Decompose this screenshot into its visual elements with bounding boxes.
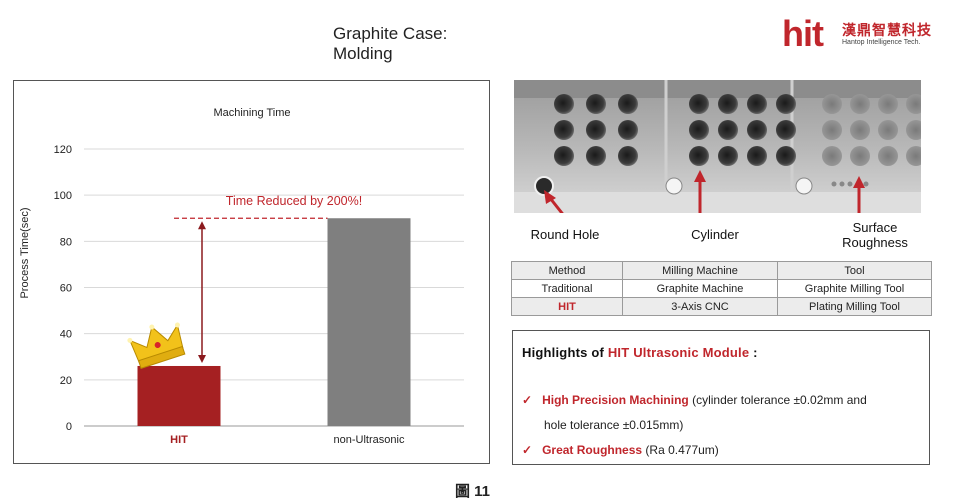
table-cell: 3-Axis CNC: [622, 297, 778, 316]
table-cell: Traditional: [511, 279, 623, 298]
page-title: Graphite Case: Molding: [333, 24, 447, 64]
y-axis-label: Process Time(sec): [19, 207, 31, 298]
table-cell: Plating Milling Tool: [777, 297, 932, 316]
table-header-cell: Milling Machine: [622, 261, 778, 280]
y-tick-label: 0: [66, 421, 72, 433]
chart-canvas: 0 20 40 60 80 100 120 HIT non-Ultrasonic Machini…: [19, 107, 464, 446]
highlight-item-roughness: ✓ Great Roughness (Ra 0.477um): [522, 443, 719, 457]
graphite-workpiece-photo: [514, 80, 921, 213]
cylinder-label: Cylinder: [691, 227, 739, 242]
y-tick-label: 40: [60, 329, 72, 341]
x-tick-label: HIT: [170, 434, 188, 446]
logo-mark: hit: [782, 13, 824, 54]
title-line-1: Graphite Case:: [333, 24, 448, 43]
check-icon: ✓: [522, 443, 533, 457]
highlights-title-suffix: :: [749, 345, 758, 360]
highlight-item-roughness-text: (Ra 0.477um): [642, 443, 719, 457]
highlight-item-precision-text: (cylinder tolerance ±0.02mm and: [688, 393, 867, 407]
method-comparison-table: Method Milling Machine Tool Traditional …: [511, 261, 932, 316]
table-header-row: Method Milling Machine Tool: [511, 261, 932, 280]
surface-roughness-arrow: [853, 176, 865, 213]
logo-chinese-name: 漢鼎智慧科技: [842, 22, 932, 38]
y-tick-label: 20: [60, 375, 72, 387]
highlights-title-red: HIT Ultrasonic Module: [607, 345, 750, 360]
figure-caption: 圖 11: [455, 483, 491, 500]
arrow-head-down: [198, 354, 206, 363]
surface-label-line-1: Surface: [852, 220, 898, 235]
machining-time-chart: 0 20 40 60 80 100 120 HIT non-Ultrasonic Machini…: [13, 80, 490, 464]
logo-english-name: Hantop Intelligence Tech.: [842, 39, 921, 46]
y-tick-label: 100: [54, 190, 72, 202]
table-header-cell: Tool: [777, 261, 932, 280]
highlight-item-roughness-title: Great Roughness: [542, 443, 643, 457]
check-icon: ✓: [522, 393, 533, 407]
bar-non-ultrasonic: [327, 218, 411, 426]
highlights-box: Highlights of HIT Ultrasonic Module : ✓ H…: [512, 330, 930, 465]
highlights-title: Highlights of HIT Ultrasonic Module :: [522, 345, 758, 360]
y-tick-label: 60: [60, 283, 72, 295]
arrow-head-up: [198, 221, 206, 230]
table-cell: Graphite Machine: [622, 279, 778, 298]
surface-roughness-label: Surface Roughness: [830, 220, 920, 250]
highlight-item-precision-title: High Precision Machining: [542, 393, 689, 407]
company-logo: hit 漢鼎智慧科技 Hantop Intelligence Tech.: [782, 13, 931, 54]
table-cell: HIT: [511, 297, 623, 316]
chart-title: Machining Time: [213, 107, 290, 119]
round-hole-label: Round Hole: [530, 227, 600, 242]
time-reduced-annotation: Time Reduced by 200%!: [226, 194, 362, 208]
x-tick-label: non-Ultrasonic: [334, 434, 405, 446]
table-header-cell: Method: [511, 261, 623, 280]
photo-holes: [534, 94, 921, 196]
table-row: HIT 3-Axis CNC Plating Milling Tool: [511, 297, 932, 316]
highlight-item-precision-line2: hole tolerance ±0.015mm): [544, 418, 684, 432]
bar-hit: [137, 365, 221, 426]
y-tick-label: 80: [60, 236, 72, 248]
title-line-2: Molding: [333, 44, 393, 63]
highlights-title-prefix: Highlights of: [522, 345, 608, 360]
crown-icon: [127, 322, 186, 369]
surface-label-line-2: Roughness: [842, 235, 908, 250]
highlight-item-precision: ✓ High Precision Machining (cylinder tole…: [522, 393, 867, 407]
round-hole-arrow: [544, 190, 564, 213]
y-tick-label: 120: [54, 144, 72, 156]
table-cell: Graphite Milling Tool: [777, 279, 932, 298]
cylinder-arrow: [694, 170, 706, 213]
table-row: Traditional Graphite Machine Graphite Mi…: [511, 279, 932, 298]
